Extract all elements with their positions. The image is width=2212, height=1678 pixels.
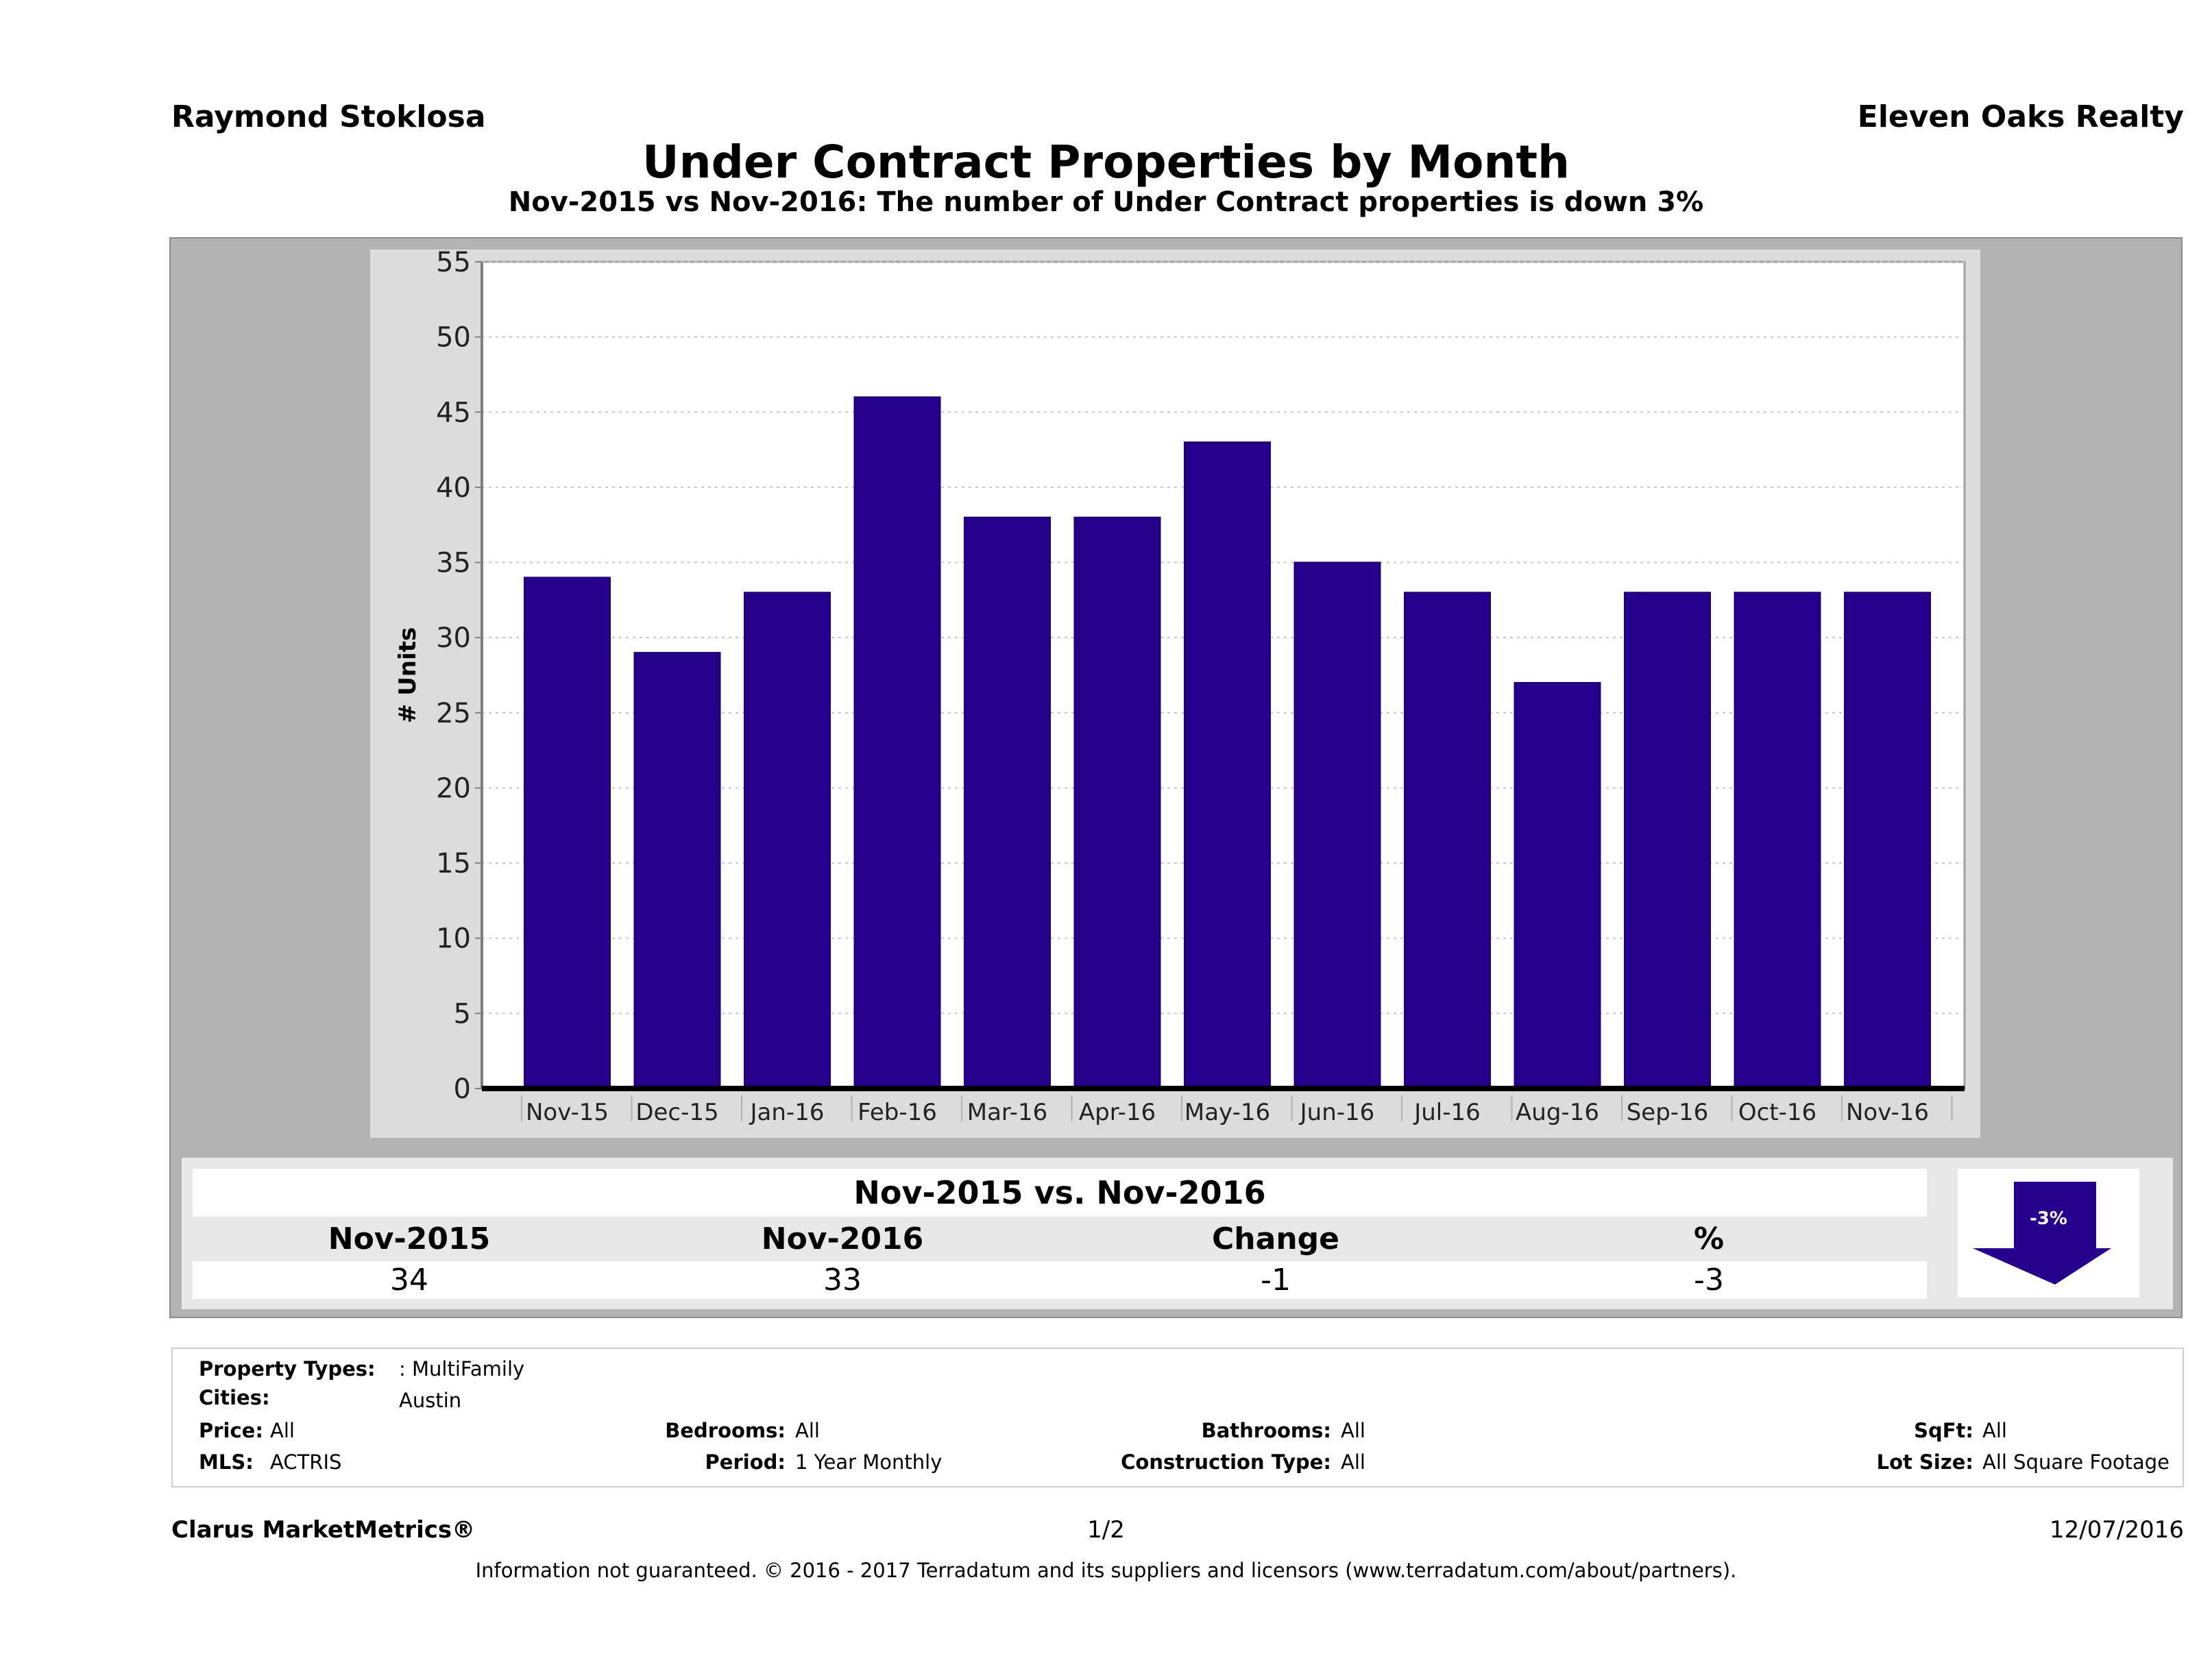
filter-label: Lot Size: [1876, 1450, 1973, 1474]
filter-value: Austin [399, 1389, 462, 1412]
y-tick-label: 10 [436, 923, 471, 955]
y-tick-label: 40 [436, 472, 471, 504]
y-tick-label: 55 [436, 250, 471, 278]
y-tick-label: 45 [436, 397, 471, 428]
filter-label: SqFt: [1914, 1419, 1973, 1442]
bar [744, 592, 831, 1089]
filter-label: Price: [199, 1419, 263, 1442]
filter-value: 1 Year Monthly [795, 1450, 943, 1474]
bar [633, 652, 721, 1089]
report-date: 12/07/2016 [2050, 1516, 2184, 1544]
filter-value: All [1341, 1450, 1365, 1474]
bar [1184, 441, 1271, 1089]
filter-value: : MultiFamily [399, 1357, 525, 1381]
x-tick-label: Jun-16 [1299, 1099, 1375, 1126]
agent-name: Raymond Stoklosa [171, 99, 486, 134]
disclaimer: Information not guaranteed. © 2016 - 201… [475, 1559, 1737, 1582]
filter-label: Period: [705, 1450, 786, 1474]
y-tick-label: 25 [436, 698, 471, 729]
x-tick-label: Feb-16 [858, 1099, 937, 1126]
summary-title: Nov-2015 vs. Nov-2016 [193, 1169, 1927, 1217]
filter-label: MLS: [199, 1450, 254, 1474]
summary-header-row: Nov-2015 Nov-2016 Change % [193, 1217, 1927, 1261]
y-tick-label: 20 [436, 773, 471, 804]
filter-value: All [1982, 1419, 2007, 1442]
x-tick-label: Oct-16 [1738, 1099, 1816, 1126]
bar [853, 396, 941, 1089]
x-tick-label: Jan-16 [749, 1099, 825, 1126]
filter-value: All [270, 1419, 295, 1442]
bar [1844, 592, 1931, 1089]
summary-header-cell: Nov-2015 [328, 1221, 491, 1256]
filter-value: All [795, 1419, 820, 1442]
filter-label: Bathrooms: [1201, 1419, 1331, 1442]
x-tick-label: Nov-15 [526, 1099, 609, 1126]
y-axis-label: # Units [394, 627, 422, 723]
filter-value: ACTRIS [270, 1450, 342, 1474]
bar [1293, 561, 1381, 1089]
filter-criteria: Property Types: : MultiFamily Cities: Au… [171, 1348, 2184, 1487]
summary-value-cell: -1 [1261, 1263, 1291, 1298]
y-tick-label: 30 [436, 622, 471, 654]
summary-header-cell: Change [1212, 1221, 1339, 1256]
summary-value-row: 34 33 -1 -3 [193, 1261, 1927, 1299]
bar [1514, 681, 1601, 1089]
filter-value: All Square Footage [1982, 1450, 2170, 1474]
y-tick-label: 0 [454, 1073, 471, 1105]
y-tick-label: 5 [454, 998, 471, 1030]
summary-value-cell: -3 [1694, 1263, 1724, 1298]
filter-label: Bedrooms: [665, 1419, 786, 1442]
x-tick-label: Nov-16 [1846, 1099, 1929, 1126]
x-tick-label: Jul-16 [1413, 1099, 1481, 1126]
filter-label: Cities: [199, 1386, 270, 1409]
x-tick-label: Dec-15 [635, 1099, 718, 1126]
page-number: 1/2 [1087, 1516, 1125, 1544]
filter-value: All [1341, 1419, 1365, 1442]
x-tick-label: May-16 [1184, 1099, 1270, 1126]
x-tick-label: Aug-16 [1516, 1099, 1599, 1126]
change-percent-label: -3% [2030, 1208, 2067, 1229]
bar [1624, 592, 1711, 1089]
x-tick-label: Sep-16 [1627, 1099, 1709, 1126]
summary-header-cell: % [1693, 1221, 1725, 1256]
y-tick-label: 15 [436, 848, 471, 879]
bar [1734, 592, 1821, 1089]
report-subtitle: Nov-2015 vs Nov-2016: The number of Unde… [508, 186, 1704, 218]
summary-value-cell: 33 [823, 1263, 862, 1298]
y-tick-label: 35 [436, 548, 471, 579]
summary-header-cell: Nov-2016 [761, 1221, 924, 1256]
company-name: Eleven Oaks Realty [1857, 99, 2184, 134]
footer-brand: Clarus MarketMetrics® [171, 1516, 476, 1544]
bar [1073, 516, 1161, 1090]
summary-value-cell: 34 [390, 1263, 428, 1298]
x-tick-label: Mar-16 [967, 1099, 1048, 1126]
filter-label: Construction Type: [1121, 1450, 1331, 1474]
report-title: Under Contract Properties by Month [642, 136, 1570, 189]
bar [964, 516, 1051, 1090]
change-indicator: -3% [1958, 1169, 2139, 1298]
y-tick-label: 50 [436, 322, 471, 354]
down-arrow-icon [1973, 1182, 2111, 1285]
bar [524, 576, 611, 1089]
filter-label: Property Types: [199, 1357, 376, 1381]
bar-chart: 0 5 10 15 20 25 30 35 40 45 50 55 # Units Nov-15 Dec-1… [394, 250, 1966, 1126]
bar [1404, 592, 1491, 1089]
x-tick-label: Apr-16 [1079, 1099, 1156, 1126]
